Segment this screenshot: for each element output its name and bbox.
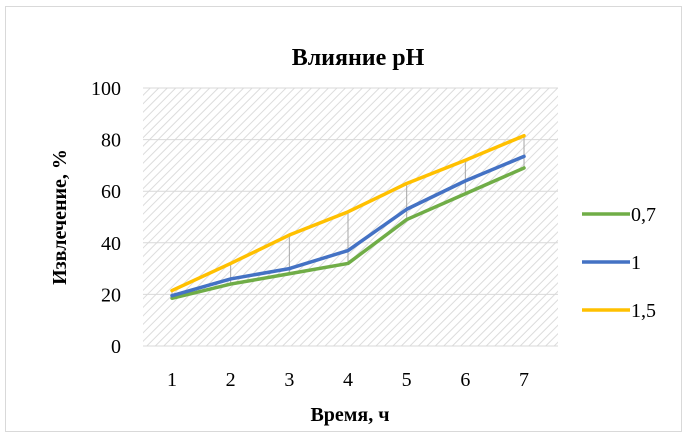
x-tick-label: 6 xyxy=(460,369,470,391)
y-tick-label: 0 xyxy=(111,336,121,358)
x-tick-label: 4 xyxy=(343,369,353,391)
x-tick-label: 2 xyxy=(226,369,236,391)
plot-area xyxy=(143,88,558,346)
y-tick-label: 40 xyxy=(101,233,121,255)
y-axis-label: Извлечение, % xyxy=(49,149,71,285)
series-line-2 xyxy=(170,133,526,293)
y-tick-label: 20 xyxy=(101,284,121,306)
series-lines xyxy=(170,133,526,301)
y-tick-labels: 0 20 40 60 80 100 xyxy=(91,78,121,358)
x-tick-label: 7 xyxy=(519,369,529,391)
x-tick-label: 5 xyxy=(402,369,412,391)
y-tick-label: 60 xyxy=(101,181,121,203)
series-line-0 xyxy=(170,166,526,301)
x-axis-label: Время, ч xyxy=(310,404,389,426)
gridlines xyxy=(143,87,558,347)
legend-label: 0,7 xyxy=(631,204,656,226)
legend-label: 1 xyxy=(631,252,641,274)
legend-label: 1,5 xyxy=(631,300,656,322)
x-tick-labels: 1 2 3 4 5 6 7 xyxy=(167,369,529,391)
x-tick-label: 3 xyxy=(284,369,294,391)
x-tick-label: 1 xyxy=(167,369,177,391)
series-line-1 xyxy=(170,154,526,298)
y-tick-label: 80 xyxy=(101,130,121,152)
chart-title: Влияние pH xyxy=(292,45,425,71)
legend: 0,7 1 1,5 xyxy=(582,204,656,322)
y-tick-label: 100 xyxy=(91,78,121,100)
